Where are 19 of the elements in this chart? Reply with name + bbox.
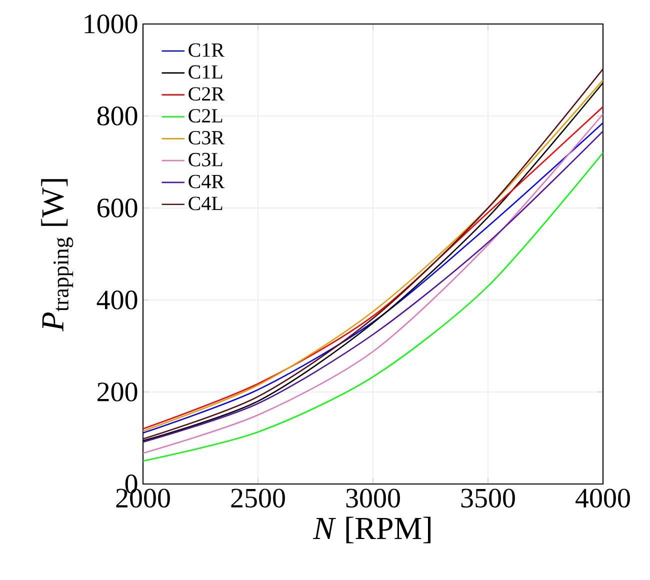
x-tick-label: 2500 bbox=[231, 488, 285, 508]
legend-label: C2L bbox=[188, 109, 222, 123]
y-tick-label: 800 bbox=[97, 106, 138, 126]
x-tick-label: 3500 bbox=[461, 488, 515, 508]
legend-label: C3R bbox=[188, 131, 224, 144]
y-tick-label: 1000 bbox=[84, 14, 138, 34]
legend-label: C2R bbox=[188, 87, 224, 101]
legend-label: C1L bbox=[188, 65, 222, 79]
y-axis-title: P$_{trapping}$ [W] bbox=[41, 179, 74, 332]
y-tick-label: 400 bbox=[96, 290, 138, 310]
x-axis-title: N [RPM] bbox=[312, 516, 430, 544]
legend-label: C3L bbox=[188, 152, 222, 166]
x-tick-label: 4000 bbox=[576, 488, 630, 508]
legend-label: C1R bbox=[188, 43, 224, 57]
y-tick-label: 600 bbox=[98, 198, 138, 218]
legend-label: C4L bbox=[188, 196, 222, 210]
x-tick-label: 3000 bbox=[346, 488, 400, 508]
y-tick-label: 200 bbox=[98, 382, 138, 402]
legend-label: C4R bbox=[188, 174, 224, 188]
